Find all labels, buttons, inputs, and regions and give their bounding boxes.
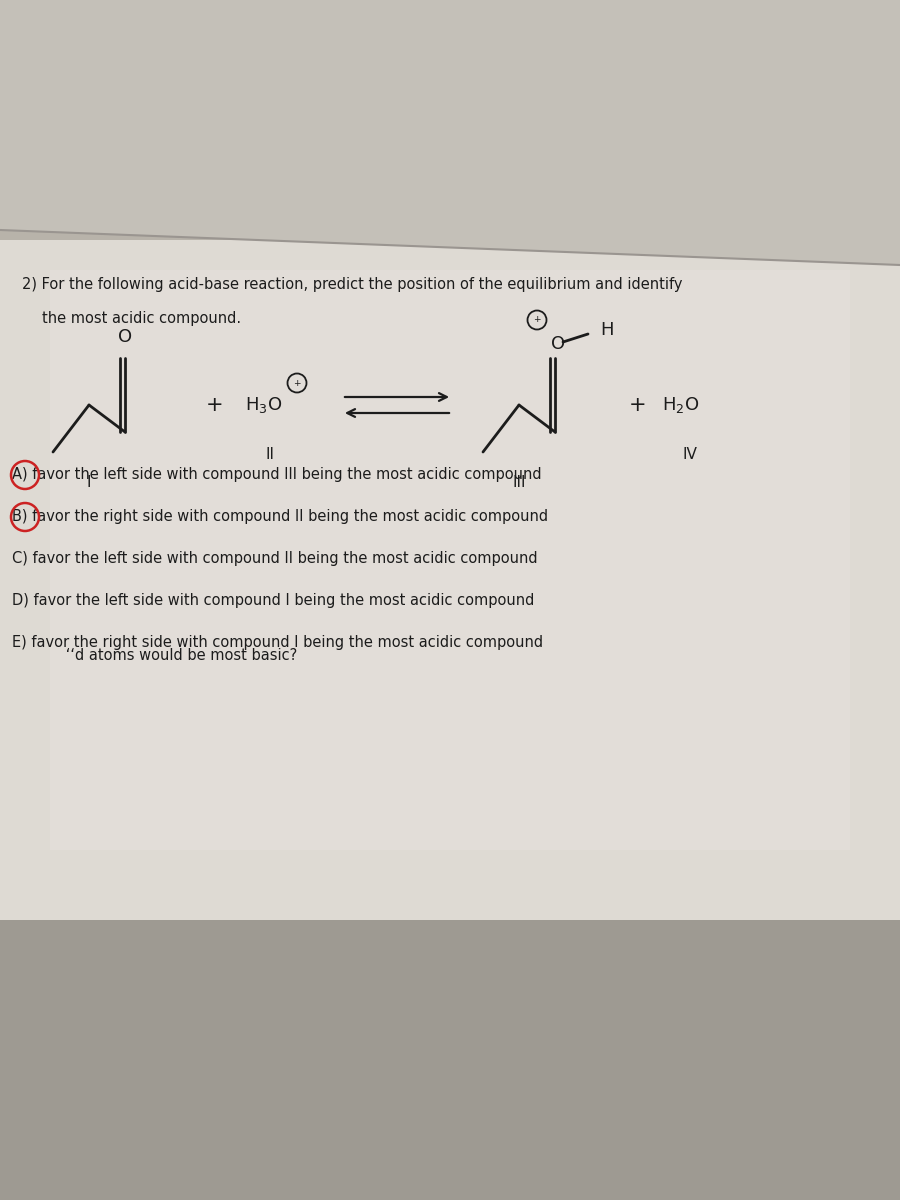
Text: B) favor the right side with compound II being the most acidic compound: B) favor the right side with compound II… — [12, 510, 548, 524]
Text: E) favor the right side with compound I being the most acidic compound: E) favor the right side with compound I … — [12, 636, 543, 650]
Text: H$_3$O: H$_3$O — [245, 395, 283, 415]
Bar — [0, 240, 900, 920]
Bar — [50, 270, 850, 850]
Text: II: II — [266, 446, 274, 462]
Text: C) favor the left side with compound II being the most acidic compound: C) favor the left side with compound II … — [12, 552, 537, 566]
Text: +: + — [629, 395, 647, 415]
Text: O: O — [118, 328, 132, 346]
Text: H: H — [600, 322, 614, 340]
Text: ‘‘d atoms would be most basic?: ‘‘d atoms would be most basic? — [38, 648, 297, 662]
Text: O: O — [551, 335, 565, 353]
Text: +: + — [293, 378, 301, 388]
Text: 2) For the following acid-base reaction, predict the position of the equilibrium: 2) For the following acid-base reaction,… — [22, 277, 682, 293]
Text: H$_2$O: H$_2$O — [662, 395, 699, 415]
Text: III: III — [512, 475, 526, 490]
Bar — [0, 0, 900, 250]
Text: +: + — [206, 395, 224, 415]
Text: A) favor the left side with compound III being the most acidic compound: A) favor the left side with compound III… — [12, 468, 542, 482]
Text: D) favor the left side with compound I being the most acidic compound: D) favor the left side with compound I b… — [12, 594, 535, 608]
Polygon shape — [0, 0, 900, 265]
Bar — [0, 920, 900, 1200]
Text: IV: IV — [682, 446, 698, 462]
Text: +: + — [533, 316, 541, 324]
Text: the most acidic compound.: the most acidic compound. — [42, 311, 241, 325]
Text: I: I — [86, 475, 91, 490]
